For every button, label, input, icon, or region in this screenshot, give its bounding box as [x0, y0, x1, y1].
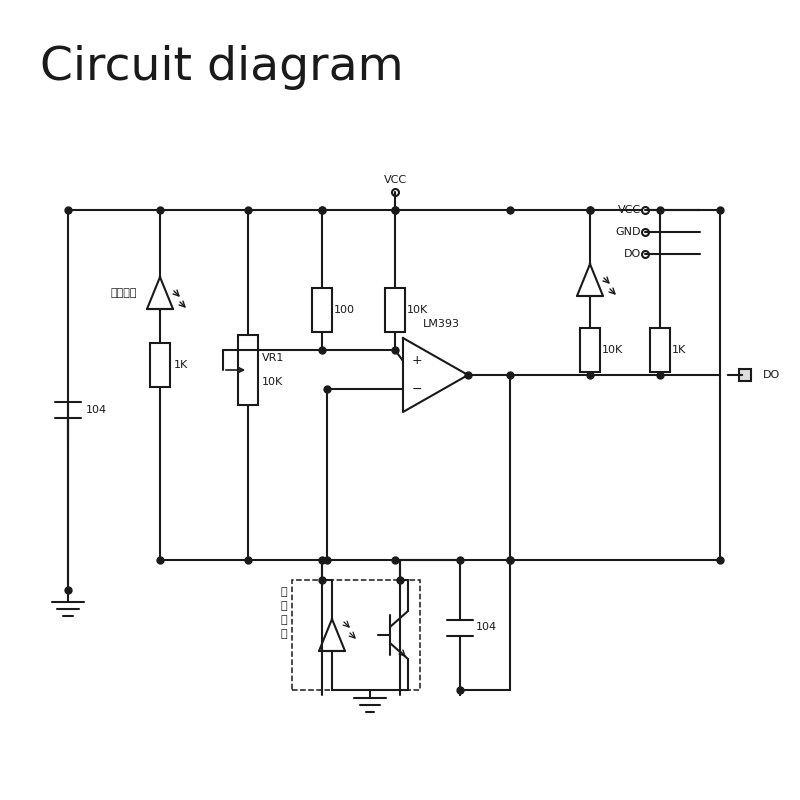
- Bar: [650, 328, 670, 372]
- Text: 对: 对: [280, 615, 287, 625]
- Text: LM393: LM393: [423, 319, 460, 329]
- Text: 10K: 10K: [262, 377, 283, 387]
- Text: VCC: VCC: [383, 175, 406, 185]
- Text: 104: 104: [86, 405, 107, 415]
- Bar: [580, 328, 600, 372]
- Text: 管: 管: [280, 629, 287, 639]
- Bar: [292, 580, 420, 690]
- Text: DO: DO: [624, 249, 641, 259]
- Text: DO: DO: [763, 370, 780, 380]
- Text: +: +: [412, 354, 422, 367]
- Text: 外: 外: [280, 601, 287, 611]
- Text: 10K: 10K: [602, 345, 623, 355]
- Text: 红: 红: [280, 587, 287, 597]
- Text: VR1: VR1: [262, 353, 284, 363]
- Text: 1K: 1K: [174, 360, 188, 370]
- Bar: [312, 288, 332, 332]
- Text: GND: GND: [615, 227, 641, 237]
- Text: −: −: [412, 382, 422, 395]
- Text: Circuit diagram: Circuit diagram: [40, 45, 404, 90]
- Text: 104: 104: [476, 622, 497, 633]
- Bar: [238, 335, 258, 405]
- Text: 10K: 10K: [407, 305, 428, 315]
- Text: 电源指示: 电源指示: [110, 288, 138, 298]
- Text: 100: 100: [334, 305, 355, 315]
- Bar: [385, 288, 405, 332]
- Text: 1K: 1K: [672, 345, 686, 355]
- Text: VCC: VCC: [618, 205, 641, 215]
- Bar: [150, 343, 170, 387]
